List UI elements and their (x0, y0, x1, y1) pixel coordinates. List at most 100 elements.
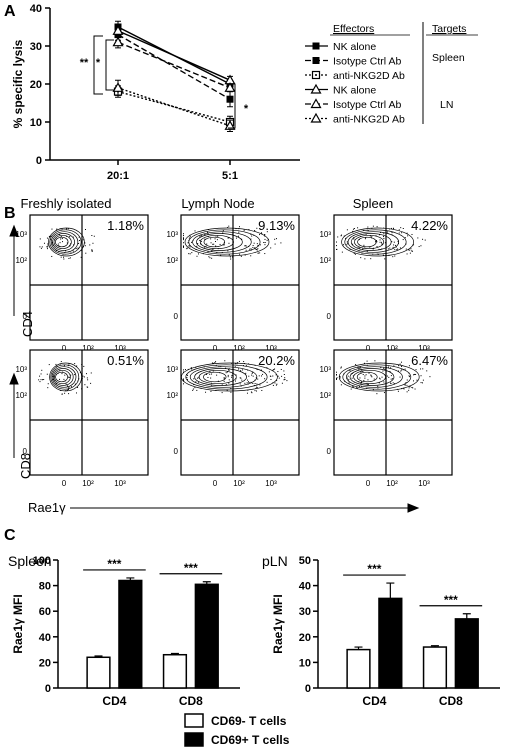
flow-plot-frame (333, 349, 453, 476)
legend-target-spleen: Spleen (432, 52, 465, 64)
a-series-5 (112, 79, 236, 132)
panel-a-letter: A (4, 3, 16, 20)
flow-y-tick: 10² (166, 256, 178, 265)
flow-plot-0-1: 9.13% 10³ 10² 0 0 10² 10³ (166, 214, 300, 353)
bar-category-label: CD4 (362, 694, 386, 708)
flow-y-tick: 0 (174, 447, 179, 456)
bar-category-label: CD8 (439, 694, 463, 708)
a-series-line (117, 87, 231, 127)
flow-x-tick: 10² (386, 344, 398, 353)
bar-cd69-pos (378, 597, 403, 689)
flow-x-tick: 10² (82, 479, 94, 488)
flow-x-tick: 10³ (114, 479, 126, 488)
flow-x-tick: 10³ (265, 344, 277, 353)
flow-plot-1-0: 0.51% 10³ 10² 0 0 10² 10³ (15, 349, 149, 488)
contour-lines (341, 227, 414, 257)
flow-x-tick: 10² (233, 344, 245, 353)
bar-y-tick-label: 40 (299, 581, 311, 593)
flow-x-tick: 0 (366, 479, 371, 488)
legend-header-targets: Targets (432, 23, 466, 35)
significance-stars: *** (444, 593, 458, 607)
flow-plot-frame (180, 349, 300, 476)
bar-error-bar (94, 655, 103, 658)
bar-cd69-neg (422, 646, 448, 689)
bar-y-tick-label: 10 (299, 657, 311, 669)
bar-error-bar (126, 577, 135, 581)
a-series-4 (112, 36, 236, 93)
significance-stars: *** (107, 557, 121, 571)
contour-lines (181, 362, 278, 392)
flow-y-ticks: 10³ 10² 0 (15, 365, 27, 456)
panel-b-letter: B (4, 205, 16, 222)
flow-x-tick: 0 (213, 479, 218, 488)
flow-x-tick: 10³ (418, 479, 430, 488)
flow-y-tick: 10³ (166, 365, 178, 374)
quadrant-percentage: 0.51% (107, 353, 144, 368)
bar-error-bar (202, 581, 211, 585)
col-title-lymph-node: Lymph Node (181, 196, 254, 211)
flow-x-tick: 0 (62, 479, 67, 488)
legend-label: anti-NKG2D Ab (333, 114, 405, 126)
flow-y-ticks: 10³ 10² 0 (319, 365, 331, 456)
legend-label: NK alone (333, 41, 376, 53)
col-title-spleen: Spleen (353, 196, 393, 211)
flow-y-tick: 0 (327, 312, 332, 321)
legend-row-4: Isotype Ctrl Ab (305, 98, 401, 111)
flow-y-tick: 0 (23, 312, 28, 321)
flow-x-tick: 10³ (418, 344, 430, 353)
legend-marker (310, 98, 322, 109)
bar-y-tick-label: 80 (39, 581, 51, 593)
flow-y-tick: 10² (15, 391, 27, 400)
flow-y-tick: 0 (174, 312, 179, 321)
panel-a-y-ticks: 0 10 20 30 40 (30, 3, 50, 167)
significance-stars: *** (367, 562, 381, 576)
a-y-tick-label: 20 (30, 79, 42, 91)
flow-x-tick: 10² (82, 344, 94, 353)
panel-a-axes (49, 8, 300, 161)
quadrant-percentage: 20.2% (258, 353, 295, 368)
bar-error-bar (462, 613, 471, 619)
bar-chart-title: Spleen (8, 553, 52, 569)
flow-y-tick: 10² (319, 256, 331, 265)
a-y-tick-label: 10 (30, 117, 42, 129)
a-data-point (112, 36, 124, 47)
bar-y-label: Rae1γ MFI (271, 594, 285, 653)
panel-c-letter: C (4, 527, 16, 544)
bar-error-bar (354, 646, 363, 650)
flow-y-tick: 0 (23, 447, 28, 456)
a-y-tick-label: 40 (30, 3, 42, 15)
legend-row-5: anti-NKG2D Ab (305, 112, 405, 126)
bar-y-tick-label: 0 (305, 683, 311, 695)
flow-x-ticks: 0 10² 10³ (213, 344, 277, 353)
flow-x-ticks: 0 10² 10³ (62, 479, 126, 488)
legend-marker (312, 57, 320, 64)
flow-y-ticks: 10³ 10² 0 (166, 230, 178, 321)
bar-category-label: CD8 (179, 694, 203, 708)
a-series-line (117, 90, 231, 123)
a-data-point (226, 95, 234, 103)
legend-marker (310, 112, 322, 123)
flow-x-tick: 10³ (265, 479, 277, 488)
bar-y-label: Rae1γ MFI (11, 594, 25, 653)
bar-y-tick-label: 30 (299, 606, 311, 618)
contour-lines (184, 227, 270, 257)
legend-cd69-pos: CD69+ T cells (211, 733, 290, 747)
bar-y-tick-label: 0 (45, 683, 51, 695)
flow-y-ticks: 10³ 10² 0 (15, 230, 27, 321)
bar-cd69-pos (118, 579, 143, 689)
quadrant-percentage: 6.47% (411, 353, 448, 368)
bar-error-bar (430, 645, 439, 648)
panel-a-significance-right (228, 83, 236, 129)
a-series-1 (114, 28, 234, 108)
flow-x-tick: 0 (366, 344, 371, 353)
quadrant-percentage: 4.22% (411, 218, 448, 233)
flow-x-tick: 10² (386, 479, 398, 488)
legend-label: Isotype Ctrl Ab (333, 99, 401, 111)
bar-error-bar (386, 582, 395, 599)
a-series-line (117, 41, 231, 89)
bar-chart-title: pLN (262, 553, 288, 569)
flow-plot-1-1: 20.2% 10³ 10² 0 0 10² 10³ (166, 349, 300, 488)
quadrant-percentage: 1.18% (107, 218, 144, 233)
